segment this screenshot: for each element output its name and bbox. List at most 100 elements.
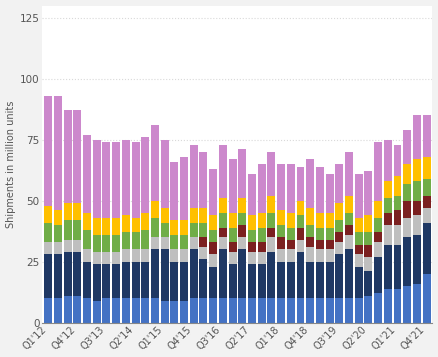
Bar <box>141 230 149 250</box>
Bar <box>403 164 411 183</box>
Bar <box>384 245 392 288</box>
Bar <box>151 125 159 201</box>
Bar <box>190 250 198 298</box>
Bar <box>64 252 71 296</box>
Bar <box>403 286 411 323</box>
Bar <box>413 201 421 215</box>
Bar <box>180 235 188 250</box>
Bar <box>345 298 353 323</box>
Bar <box>219 213 227 227</box>
Bar <box>316 250 324 262</box>
Bar <box>122 140 130 215</box>
Bar <box>364 171 372 215</box>
Bar <box>336 232 343 242</box>
Bar <box>336 220 343 232</box>
Bar <box>190 298 198 323</box>
Bar <box>297 252 304 298</box>
Bar <box>277 225 285 237</box>
Bar <box>199 223 208 237</box>
Bar <box>403 183 411 201</box>
Bar <box>151 250 159 298</box>
Bar <box>44 254 52 298</box>
Bar <box>258 242 265 252</box>
Bar <box>413 235 421 283</box>
Bar <box>413 115 421 159</box>
Bar <box>248 242 256 252</box>
Bar <box>151 218 159 237</box>
Bar <box>161 208 169 223</box>
Bar <box>336 254 343 298</box>
Bar <box>238 237 246 250</box>
Bar <box>374 242 382 257</box>
Bar <box>54 96 62 210</box>
Bar <box>170 220 178 235</box>
Bar <box>374 142 382 201</box>
Bar <box>112 235 120 252</box>
Bar <box>170 235 178 250</box>
Bar <box>151 201 159 218</box>
Bar <box>112 142 120 218</box>
Bar <box>122 215 130 232</box>
Bar <box>423 179 431 196</box>
Bar <box>161 140 169 208</box>
Bar <box>161 223 169 237</box>
Bar <box>64 110 71 203</box>
Bar <box>316 240 324 250</box>
Bar <box>209 254 217 267</box>
Bar <box>364 215 372 232</box>
Bar <box>393 196 402 210</box>
Bar <box>374 201 382 218</box>
Bar <box>93 252 101 264</box>
Bar <box>297 227 304 240</box>
Bar <box>112 252 120 264</box>
Bar <box>170 162 178 220</box>
Bar <box>277 298 285 323</box>
Bar <box>54 242 62 254</box>
Bar <box>170 262 178 301</box>
Bar <box>355 232 363 245</box>
Bar <box>248 252 256 264</box>
Bar <box>238 150 246 198</box>
Bar <box>325 227 334 240</box>
Bar <box>73 296 81 323</box>
Bar <box>238 225 246 237</box>
Bar <box>287 164 295 213</box>
Bar <box>122 298 130 323</box>
Bar <box>219 250 227 298</box>
Bar <box>423 115 431 157</box>
Bar <box>64 220 71 240</box>
Bar <box>190 145 198 208</box>
Bar <box>297 167 304 201</box>
Bar <box>141 298 149 323</box>
Bar <box>374 232 382 242</box>
Bar <box>345 196 353 213</box>
Bar <box>73 252 81 296</box>
Bar <box>316 298 324 323</box>
Bar <box>423 223 431 274</box>
Bar <box>364 271 372 296</box>
Bar <box>131 262 140 298</box>
Bar <box>413 181 421 201</box>
Bar <box>64 240 71 252</box>
Bar <box>122 232 130 250</box>
Bar <box>345 213 353 225</box>
Bar <box>112 298 120 323</box>
Bar <box>325 213 334 227</box>
Bar <box>44 242 52 254</box>
Bar <box>325 298 334 323</box>
Bar <box>141 262 149 298</box>
Bar <box>384 225 392 245</box>
Bar <box>267 227 276 237</box>
Bar <box>258 264 265 298</box>
Bar <box>267 152 276 196</box>
Bar <box>199 247 208 259</box>
Bar <box>54 225 62 242</box>
Bar <box>316 262 324 298</box>
Bar <box>180 157 188 220</box>
Bar <box>267 213 276 227</box>
Bar <box>258 252 265 264</box>
Bar <box>219 198 227 213</box>
Bar <box>423 274 431 323</box>
Bar <box>287 298 295 323</box>
Bar <box>93 235 101 252</box>
